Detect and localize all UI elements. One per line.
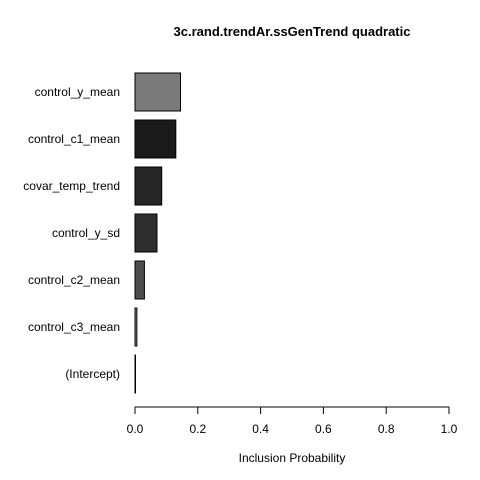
x-tick-label-3: 0.6	[315, 422, 332, 436]
x-tick-label-1: 0.2	[189, 422, 206, 436]
bar-2	[134, 166, 163, 206]
chart-title: 3c.rand.trendAr.ssGenTrend quadratic	[174, 24, 411, 39]
y-axis-labels: control_y_mean control_c1_mean covar_temp_…	[23, 85, 120, 381]
y-tick-label-3: control_y_sd	[52, 226, 120, 240]
y-tick-label-5: control_c3_mean	[28, 320, 120, 334]
x-tick-label-2: 0.4	[252, 422, 269, 436]
x-axis-label: Inclusion Probability	[239, 451, 346, 465]
bar-4	[134, 260, 145, 300]
x-tick-label-5: 1.0	[441, 422, 458, 436]
bar-6	[134, 354, 136, 394]
bar-0	[134, 72, 182, 112]
y-tick-label-6: (Intercept)	[65, 367, 120, 381]
bar-5	[134, 307, 138, 347]
bars-group	[134, 72, 182, 394]
y-tick-label-1: control_c1_mean	[28, 132, 120, 146]
x-tick-label-4: 0.8	[378, 422, 395, 436]
x-axis-ticks: 0.0 0.2 0.4 0.6 0.8 1.0	[127, 407, 458, 436]
bar-1	[134, 119, 177, 159]
y-tick-label-2: covar_temp_trend	[23, 179, 120, 193]
y-tick-label-4: control_c2_mean	[28, 273, 120, 287]
y-tick-label-0: control_y_mean	[35, 85, 120, 99]
x-tick-label-0: 0.0	[127, 422, 144, 436]
bar-3	[134, 213, 158, 253]
